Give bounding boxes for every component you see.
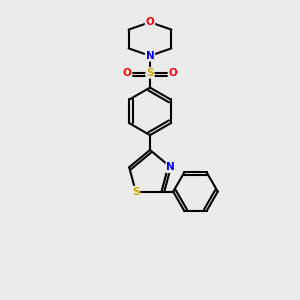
Text: S: S	[132, 187, 140, 196]
Text: N: N	[167, 162, 175, 172]
Text: O: O	[146, 17, 154, 27]
Text: N: N	[146, 51, 154, 61]
Text: S: S	[146, 68, 154, 78]
Text: O: O	[123, 68, 131, 78]
Text: O: O	[169, 68, 177, 78]
